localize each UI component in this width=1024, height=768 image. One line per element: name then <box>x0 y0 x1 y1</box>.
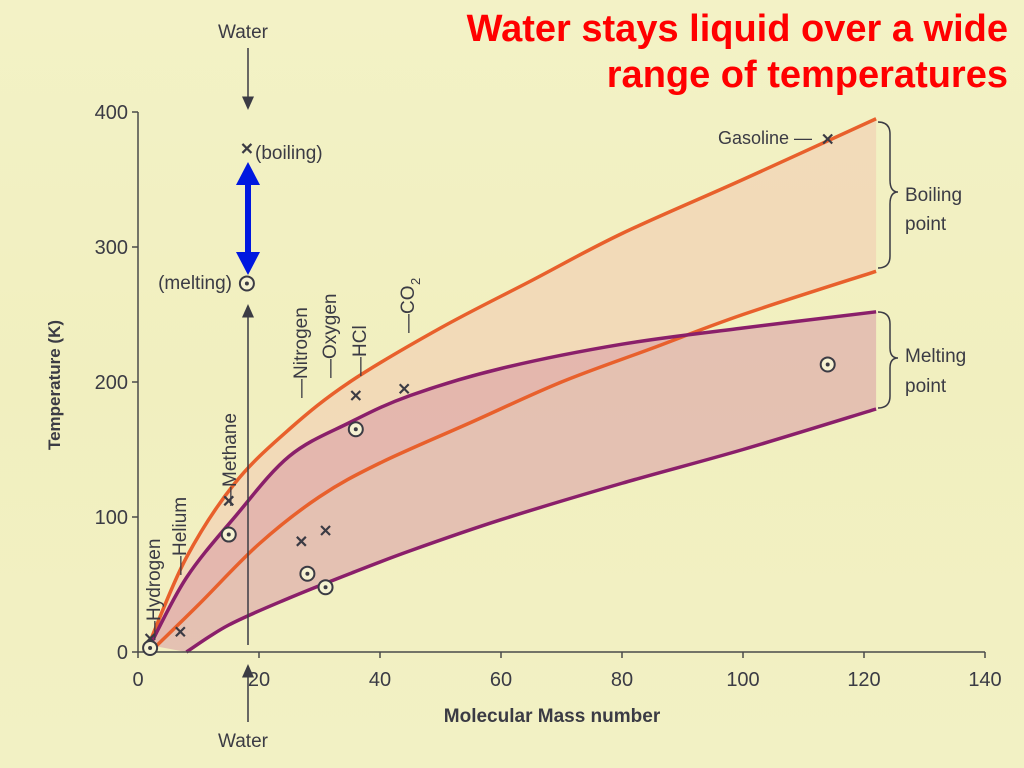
water-label-bottom: Water <box>218 731 269 752</box>
y-tick-label: 100 <box>95 507 128 529</box>
x-tick-label: 140 <box>968 669 1001 691</box>
molecule-label-co2: —CO 2 <box>398 278 423 333</box>
melting-point-marker <box>299 565 316 582</box>
melting-upper-line <box>148 310 877 647</box>
y-tick-label: 300 <box>95 237 128 259</box>
boiling-point-marker <box>223 495 235 507</box>
slide-title-line2: range of temperatures <box>606 54 1008 96</box>
molecule-label-oxygen: —Oxygen <box>320 294 341 378</box>
gasoline-label: Gasoline — <box>718 128 812 148</box>
boiling-point-label-line2: point <box>905 214 947 235</box>
boiling-point-marker <box>350 390 362 401</box>
slide-title: Water stays liquid over a wide range of … <box>308 6 1008 98</box>
x-tick-label: 100 <box>726 669 759 691</box>
x-tick-label: 80 <box>611 669 633 691</box>
boiling-upper-line <box>148 117 877 642</box>
x-tick-label: 120 <box>847 669 880 691</box>
y-axis-title: Temperature (K) <box>45 320 64 450</box>
chart-ticks: 0 20 40 60 80 100 120 140 0 100 200 300 400 <box>95 102 1002 691</box>
chart-lines <box>148 117 877 654</box>
molecule-label-methane: —Methane <box>220 413 241 506</box>
melting-point-marker <box>347 421 364 438</box>
melting-point-label-line1: Melting <box>905 346 966 367</box>
boiling-point-marker <box>241 143 253 154</box>
melting-band <box>150 311 877 652</box>
x-tick-label: 40 <box>369 669 391 691</box>
boiling-point-marker <box>822 133 833 145</box>
boiling-lower-line <box>148 269 877 654</box>
melting-point-marker <box>220 526 237 543</box>
y-tick-label: 200 <box>95 372 128 394</box>
x-tick-label: 20 <box>248 669 270 691</box>
boiling-point-label-line1: Boiling <box>905 185 962 206</box>
slide-title-line1: Water stays liquid over a wide <box>466 8 1008 50</box>
melting-point-label-line2: point <box>905 376 947 397</box>
melting-point-marker <box>819 356 836 373</box>
melting-lower-line <box>185 407 877 654</box>
molecule-label-co2-sub: 2 <box>408 278 423 285</box>
boiling-brace <box>877 121 899 269</box>
boiling-point-marker <box>398 383 410 395</box>
y-tick-label: 400 <box>95 102 128 124</box>
water-label-top: Water <box>218 22 269 43</box>
chart-markers <box>142 133 836 656</box>
melting-point-marker <box>142 639 159 656</box>
molecule-label-helium: —Helium <box>170 497 191 575</box>
melting-label: (melting) <box>158 273 232 294</box>
x-tick-label: 60 <box>490 669 512 691</box>
boiling-point-marker <box>296 536 307 547</box>
x-axis-title: Molecular Mass number <box>444 706 661 727</box>
boiling-point-marker <box>175 626 186 638</box>
melting-point-marker <box>238 275 255 292</box>
molecule-label-hydrogen: —Hydrogen <box>144 539 165 640</box>
molecule-label-hcl: —HCl <box>350 325 371 376</box>
y-tick-label: 0 <box>117 642 128 664</box>
x-tick-label: 0 <box>132 669 143 691</box>
liquid-range-arrow <box>236 162 260 275</box>
boiling-point-marker <box>320 525 331 536</box>
boiling-label: (boiling) <box>255 143 323 164</box>
molecule-label-co2-main: —CO <box>398 286 419 334</box>
molecule-label-nitrogen: —Nitrogen <box>291 307 312 398</box>
melting-point-marker <box>317 579 334 596</box>
melting-brace <box>877 311 899 409</box>
chart-bands <box>150 118 877 652</box>
